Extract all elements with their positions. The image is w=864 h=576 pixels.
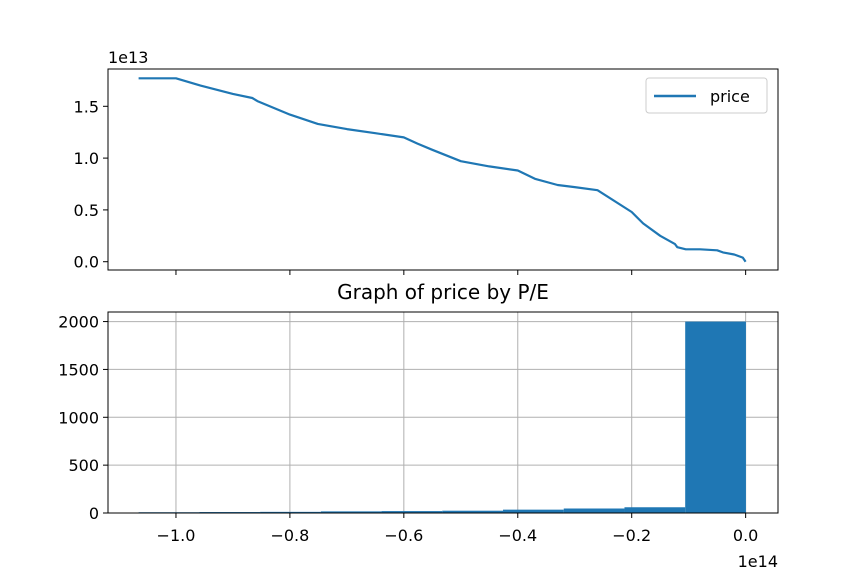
line-series-group [138,77,747,263]
y-tick-label: 1500 [58,360,99,379]
line-plot-frame [107,68,779,271]
histogram-grid [108,312,778,514]
histogram-axes: Graph of price by P/E 0 500 1000 1500 2000 −… [58,280,779,571]
x-tick-label: −0.8 [270,526,309,545]
histogram-bar [381,511,443,513]
line-plot-x-ticks [175,270,747,275]
line-plot-y-offset-label: 1e13 [108,48,148,67]
legend-box [645,77,768,114]
histogram-y-ticks: 0 500 1000 1500 2000 [58,313,108,523]
x-tick-label: −0.2 [612,526,651,545]
y-tick-label: 1.0 [74,149,99,168]
legend-label-price: price [710,87,750,106]
line-plot-y-ticks: 0.0 0.5 1.0 1.5 [74,97,108,272]
histogram-title: Graph of price by P/E [337,280,549,304]
y-tick-label: 0.0 [74,253,99,272]
y-tick-label: 2000 [58,313,99,332]
y-tick-label: 1.5 [74,97,99,116]
histogram-bar [260,511,321,513]
histogram-x-offset-label: 1e14 [738,552,778,571]
line-plot-axes: 0.0 0.5 1.0 1.5 1e13 price [74,48,779,275]
x-tick-label: −1.0 [157,526,196,545]
y-tick-label: 0 [89,504,99,523]
x-tick-label: −0.4 [498,526,537,545]
y-tick-label: 0.5 [74,201,99,220]
histogram-bar [624,507,686,513]
legend: price [645,77,768,114]
histogram-bar [563,508,625,513]
x-tick-label: −0.6 [384,526,423,545]
histogram-bar [503,509,564,513]
y-tick-label: 500 [68,456,99,475]
histogram-frame [107,311,779,514]
histogram-x-ticks: −1.0 −0.8 −0.6 −0.4 −0.2 0.0 [157,513,758,545]
histogram-bar [685,321,746,513]
histogram-bars [138,321,746,513]
histogram-bar [320,511,382,513]
histogram-bar [442,510,504,513]
x-tick-label: 0.0 [733,526,758,545]
price-line [138,77,747,263]
y-tick-label: 1000 [58,408,99,427]
